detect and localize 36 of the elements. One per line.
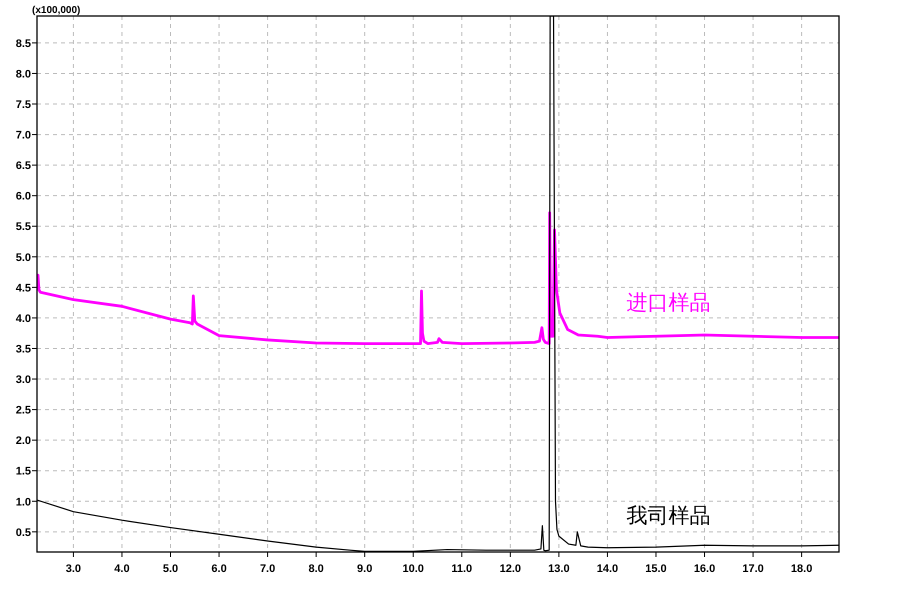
- x-tick-label: 12.0: [500, 563, 522, 575]
- x-tick-label: 10.0: [402, 563, 424, 575]
- x-tick-label: 13.0: [548, 563, 570, 575]
- x-tick-label: 17.0: [742, 563, 764, 575]
- y-axis-title: (x100,000): [32, 5, 80, 16]
- y-tick-label: 1.5: [16, 466, 31, 478]
- y-tick-label: 5.5: [16, 221, 31, 234]
- x-tick-label: 16.0: [694, 563, 716, 575]
- y-tick-label: 8.5: [16, 38, 31, 50]
- y-tick-label: 6.5: [16, 160, 31, 172]
- y-tick-label: 6.0: [16, 190, 31, 203]
- y-tick-label: 7.5: [16, 99, 31, 112]
- x-tick-label: 6.0: [211, 563, 227, 575]
- y-tick-label: 2.0: [16, 435, 31, 448]
- y-tick-label: 1.0: [16, 496, 31, 508]
- x-tick-label: 8.0: [308, 563, 324, 575]
- series-label: 进口样品: [626, 290, 710, 314]
- x-tick-label: 4.0: [114, 563, 130, 575]
- y-tick-label: 4.5: [16, 282, 31, 294]
- x-tick-label: 7.0: [260, 563, 276, 575]
- y-tick-label: 7.0: [16, 130, 31, 142]
- series-label: 我司样品: [626, 503, 710, 528]
- y-tick-label: 4.0: [16, 312, 31, 325]
- x-tick-label: 11.0: [451, 563, 472, 575]
- x-tick-label: 14.0: [596, 563, 618, 575]
- x-tick-label: 18.0: [790, 563, 812, 575]
- x-tick-label: 5.0: [162, 563, 178, 575]
- y-tick-label: 2.5: [16, 404, 31, 417]
- y-tick-label: 3.5: [16, 343, 31, 356]
- x-tick-label: 3.0: [66, 563, 82, 575]
- y-tick-label: 8.0: [16, 68, 31, 80]
- y-tick-label: 0.5: [16, 526, 31, 539]
- y-tick-label: 3.0: [16, 374, 31, 386]
- x-tick-label: 9.0: [357, 563, 372, 575]
- x-tick-label: 15.0: [645, 563, 667, 575]
- y-tick-label: 5.0: [16, 252, 31, 264]
